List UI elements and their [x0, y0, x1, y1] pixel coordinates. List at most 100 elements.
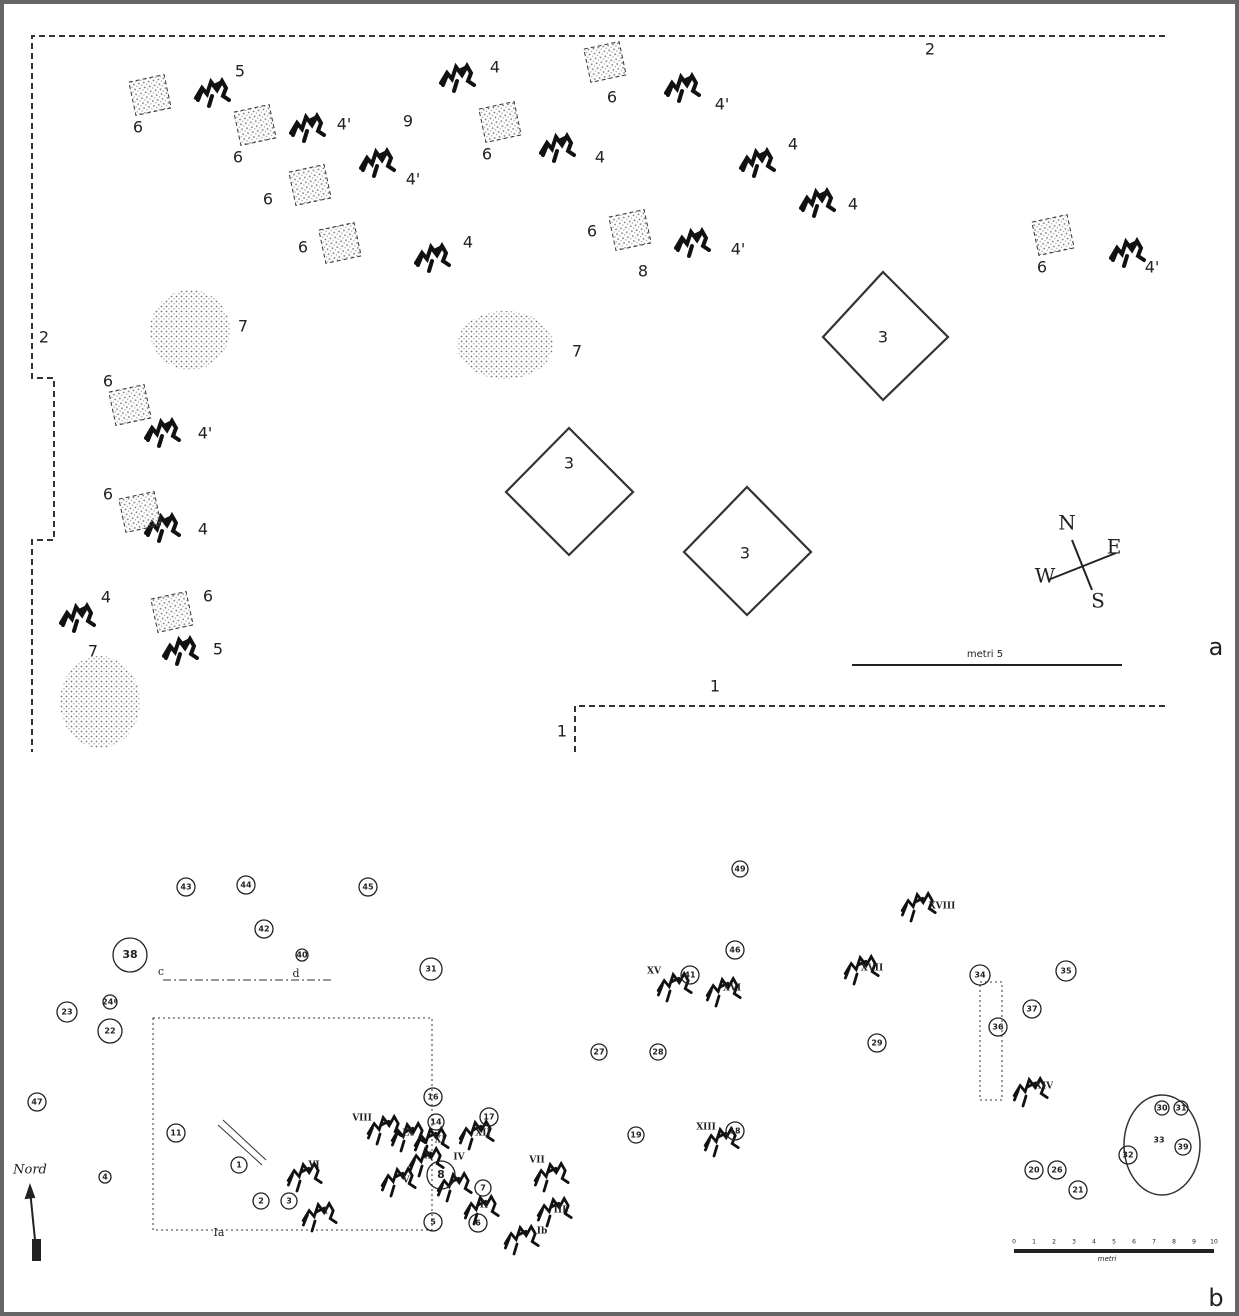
figure: 25464'664'94'644646464'864'277364'364346… — [0, 0, 1239, 1316]
marker-number: 41 — [684, 971, 696, 980]
marker-number: 6 — [475, 1219, 481, 1228]
skeleton — [741, 151, 774, 176]
label: 6 — [587, 222, 597, 241]
marker-number: 43 — [180, 883, 191, 892]
pit — [584, 42, 626, 83]
skeleton — [676, 231, 709, 256]
marker-number: 33 — [1153, 1136, 1164, 1145]
marker-number: 46 — [729, 946, 741, 955]
compass-label: E — [1107, 535, 1122, 559]
marker-number: 39 — [1177, 1143, 1189, 1152]
marker-number: 49 — [734, 865, 746, 874]
roman-label: VI — [307, 1161, 319, 1171]
label: 4 — [848, 195, 858, 214]
scale-tick: 7 — [1152, 1239, 1156, 1246]
skeleton — [666, 76, 699, 101]
panel-letter: b — [1208, 1284, 1223, 1312]
marker-number: 20 — [1028, 1166, 1040, 1175]
label: 6 — [482, 145, 492, 164]
marker-number: 18 — [729, 1127, 741, 1136]
scale-tick: 3 — [1072, 1239, 1076, 1246]
label: 4' — [337, 115, 352, 134]
label: 6 — [103, 485, 113, 504]
scale-b — [1014, 1249, 1214, 1253]
roman-label: II — [480, 1201, 488, 1211]
panel-letter: a — [1209, 633, 1224, 661]
label: 1 — [557, 722, 567, 741]
scale-tick: 5 — [1112, 1239, 1116, 1246]
label: 2 — [39, 328, 49, 347]
skeleton — [361, 151, 394, 176]
roman-label: IX — [402, 1129, 413, 1139]
skeleton — [441, 66, 474, 91]
marker-number: 35 — [1060, 967, 1072, 976]
pit — [1032, 215, 1074, 256]
scale-unit: metri — [1098, 1255, 1117, 1263]
label: 6 — [233, 148, 243, 167]
skeleton — [535, 1164, 568, 1191]
marker-number: 34 — [974, 971, 986, 980]
scale-tick: 1 — [1032, 1239, 1036, 1246]
skeleton — [382, 1169, 415, 1196]
roman-label: XV — [647, 967, 662, 977]
label: 7 — [572, 342, 582, 361]
pit — [129, 75, 171, 116]
roman-label: V — [402, 1176, 411, 1186]
scale-tick: 4 — [1092, 1239, 1096, 1246]
label: 6 — [298, 238, 308, 257]
frame — [0, 0, 1239, 1316]
letter-label: d — [292, 967, 299, 980]
label: 9 — [403, 112, 413, 131]
skeleton — [164, 639, 197, 664]
marker-number: 27 — [593, 1048, 604, 1057]
marker-number: 23 — [61, 1008, 72, 1017]
letter-label: c — [158, 965, 164, 978]
skeleton — [61, 606, 94, 631]
compass-label: W — [1035, 564, 1056, 588]
label: 3 — [740, 544, 750, 563]
pit — [109, 385, 151, 426]
label: 4 — [490, 58, 500, 77]
roman-label: X — [425, 1152, 432, 1162]
label: 4 — [788, 135, 798, 154]
label: 4 — [198, 520, 208, 539]
scale-tick: 0 — [1012, 1239, 1016, 1246]
label: 4' — [1145, 258, 1160, 277]
roman-label: I — [324, 1207, 328, 1217]
marker-number: 30 — [1156, 1104, 1168, 1113]
scale-tick: 9 — [1192, 1239, 1196, 1246]
marker-number: 3 — [286, 1197, 292, 1206]
marker-number: 1 — [236, 1161, 242, 1170]
pit — [479, 102, 521, 143]
marker-number: 36 — [992, 1023, 1004, 1032]
squares-3 — [506, 272, 948, 615]
marker-number: 2 — [258, 1197, 264, 1206]
label: 6 — [1037, 258, 1047, 277]
roman-label: XI — [434, 1136, 445, 1146]
label: 4' — [198, 424, 213, 443]
label: 6 — [133, 118, 143, 137]
label: 8 — [638, 262, 648, 281]
roman-label: XIV — [1035, 1082, 1054, 1092]
marker-number: 5 — [430, 1218, 436, 1227]
label: 4' — [731, 240, 746, 259]
roman-label: XIII — [696, 1123, 716, 1133]
roman-label: XVIII — [929, 902, 956, 912]
label: 3 — [564, 454, 574, 473]
marker-number: 26 — [1051, 1166, 1063, 1175]
marker-number: 7 — [480, 1184, 486, 1193]
scale-tick: 10 — [1210, 1239, 1218, 1246]
pit — [234, 105, 276, 146]
roman-label: XII — [475, 1129, 490, 1139]
label: 7 — [238, 317, 248, 336]
roman-label: XVI — [723, 984, 741, 994]
skeleton — [196, 81, 229, 106]
label: 3 — [878, 328, 888, 347]
skeleton — [1111, 241, 1144, 266]
marker-number: 21 — [1072, 1186, 1084, 1195]
label: 2 — [925, 40, 935, 59]
label: 6 — [263, 190, 273, 209]
compass-label: S — [1091, 589, 1105, 613]
pit — [151, 592, 193, 633]
marker-number: 37 — [1026, 1005, 1037, 1014]
